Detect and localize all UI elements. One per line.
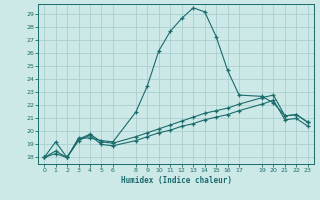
X-axis label: Humidex (Indice chaleur): Humidex (Indice chaleur) [121, 176, 231, 185]
